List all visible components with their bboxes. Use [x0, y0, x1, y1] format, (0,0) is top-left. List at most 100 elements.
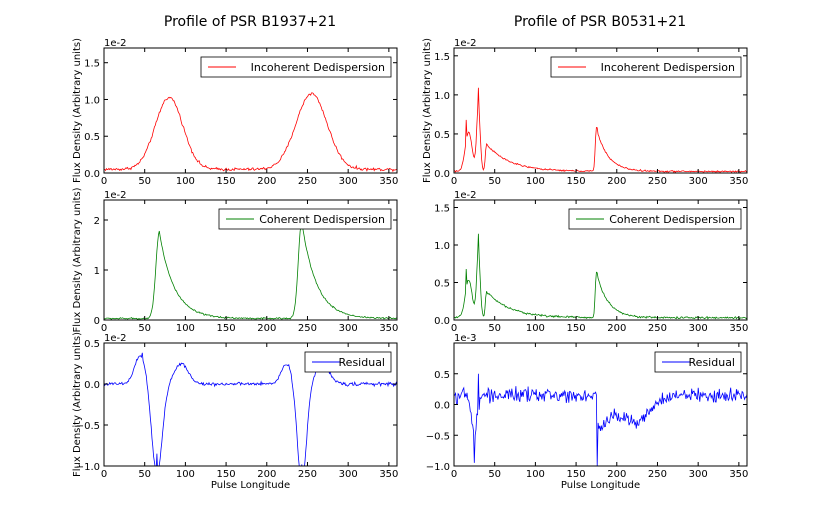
xtick-label-p6-2: 100 [526, 469, 545, 480]
xtick-label-p1-3: 150 [217, 176, 236, 187]
legend-p2: Incoherent Dedispersion [550, 56, 742, 78]
xtick-label-p2-0: 0 [451, 176, 457, 187]
ytick-label-p5-3: 0.5 [84, 339, 100, 350]
xtick-label-p5-1: 50 [138, 469, 151, 480]
legend-p3: Coherent Dedispersion [218, 208, 392, 230]
title-left: Profile of PSR B1937+21 [164, 14, 336, 30]
xtick-label-p4-2: 100 [526, 323, 545, 334]
xtick-label-p4-5: 250 [648, 323, 667, 334]
legend-label-p4: Coherent Dedispersion [609, 213, 735, 226]
axes-frame-p1 [103, 47, 398, 174]
series-line-p4 [454, 233, 747, 320]
ytick-label-p2-3: 1.5 [434, 52, 450, 63]
ytick-label-p5-1: −0.5 [76, 421, 100, 432]
xtick-label-p5-2: 100 [176, 469, 195, 480]
xtick-label-p4-3: 150 [567, 323, 586, 334]
xtick-label-p4-1: 50 [488, 323, 501, 334]
xtick-label-p2-4: 200 [607, 176, 626, 187]
panel-p6: 0 50 100 150 200 250 300 350 −1.0 −0.5 0.0 0.5 1e-3 P… [426, 333, 749, 491]
panel-p2: 0 50 100 150 200 250 300 350 0.0 0.5 1.0 1.5 1e-2 Flu… [422, 38, 748, 187]
xtick-label-p4-6: 300 [689, 323, 708, 334]
xtick-label-p1-6: 300 [339, 176, 358, 187]
series-line-p2 [454, 87, 747, 173]
xtick-label-p5-7: 350 [379, 469, 398, 480]
ylabel-p5: Flux Density (Arbitrary units) [72, 332, 83, 477]
xtick-label-p6-3: 150 [567, 469, 586, 480]
xtick-label-p1-4: 200 [257, 176, 276, 187]
series-line-p3 [104, 220, 397, 320]
ytick-label-p2-1: 0.5 [434, 130, 450, 141]
series-line-p6 [454, 373, 747, 466]
ytick-label-p4-2: 1.0 [434, 241, 450, 252]
legend-p4: Coherent Dedispersion [568, 208, 742, 230]
series-line-p1 [104, 92, 397, 173]
xtick-label-p6-1: 50 [488, 469, 501, 480]
xtick-label-p4-4: 200 [607, 323, 626, 334]
xtick-label-p4-7: 350 [729, 323, 748, 334]
axes-frame-p2 [453, 47, 748, 174]
xtick-label-p3-7: 350 [379, 323, 398, 334]
axis-offset-p5: 1e-2 [104, 333, 127, 344]
ytick-label-p6-3: 0.5 [434, 370, 450, 381]
title-right: Profile of PSR B0531+21 [514, 14, 686, 30]
legend-box-p4 [568, 208, 742, 230]
ytick-label-p4-3: 1.5 [434, 204, 450, 215]
ytick-label-p5-0: −1.0 [76, 462, 100, 473]
ytick-label-p6-1: −0.5 [426, 431, 450, 442]
ytick-label-p3-1: 1 [94, 266, 100, 277]
legend-box-p1 [200, 56, 392, 78]
legend-box-p6 [654, 351, 742, 373]
xtick-label-p6-0: 0 [451, 469, 457, 480]
panel-p3: 0 50 100 150 200 250 300 350 0 1 2 1e-2 Flux Density… [72, 187, 398, 334]
legend-p1: Incoherent Dedispersion [200, 56, 392, 78]
legend-label-p5: Residual [339, 356, 385, 369]
axis-offset-p6: 1e-3 [454, 333, 477, 344]
legend-p5: Residual [304, 351, 392, 373]
xtick-label-p2-1: 50 [488, 176, 501, 187]
ytick-label-p6-0: −1.0 [426, 462, 450, 473]
axis-offset-p2: 1e-2 [454, 38, 477, 49]
xlabel-p5: Pulse Longitude [211, 480, 290, 491]
xtick-label-p1-5: 250 [298, 176, 317, 187]
ytick-label-p6-2: 0.0 [434, 401, 450, 412]
axes-frame-p5 [103, 342, 398, 467]
ytick-label-p4-0: 0.0 [434, 316, 450, 327]
xtick-label-p2-6: 300 [689, 176, 708, 187]
ytick-label-p3-0: 0 [94, 316, 100, 327]
xtick-label-p5-5: 250 [298, 469, 317, 480]
axes-frame-p4 [453, 199, 748, 321]
panel-p5: 0 50 100 150 200 250 300 350 −1.0 −0.5 0.0 0.5 1e-2 F… [72, 332, 398, 491]
xlabel-p6: Pulse Longitude [561, 480, 640, 491]
axes-frame-p3 [103, 199, 398, 321]
xtick-label-p2-2: 100 [526, 176, 545, 187]
ytick-label-p1-2: 1.0 [84, 95, 100, 106]
xtick-label-p6-4: 200 [607, 469, 626, 480]
legend-label-p2: Incoherent Dedispersion [601, 61, 735, 74]
xtick-label-p3-0: 0 [101, 323, 107, 334]
ytick-label-p1-3: 1.5 [84, 59, 100, 70]
legend-label-p6: Residual [689, 356, 735, 369]
xtick-label-p6-7: 350 [729, 469, 748, 480]
xtick-label-p6-6: 300 [689, 469, 708, 480]
xtick-label-p6-5: 250 [648, 469, 667, 480]
legend-label-p3: Coherent Dedispersion [259, 213, 385, 226]
ylabel-p2: Flux Density (Arbitrary units) [422, 38, 433, 183]
series-line-p5 [104, 352, 397, 466]
xtick-label-p5-6: 300 [339, 469, 358, 480]
legend-p6: Residual [654, 351, 742, 373]
ylabel-p1: Flux Density (Arbitrary units) [72, 38, 83, 183]
xtick-label-p5-3: 150 [217, 469, 236, 480]
legend-box-p3 [218, 208, 392, 230]
xtick-label-p5-0: 0 [101, 469, 107, 480]
panels: 0 50 100 150 200 250 300 3500.00.51.01.51e-2Flu… [72, 38, 748, 491]
axis-offset-p1: 1e-2 [104, 38, 127, 49]
xtick-label-p4-0: 0 [451, 323, 457, 334]
ytick-label-p1-1: 0.5 [84, 132, 100, 143]
axis-offset-p3: 1e-2 [104, 190, 127, 201]
ylabel-p3: Flux Density (Arbitrary units) [72, 187, 83, 332]
xtick-label-p2-5: 250 [648, 176, 667, 187]
legend-label-p1: Incoherent Dedispersion [251, 61, 385, 74]
xtick-label-p2-3: 150 [567, 176, 586, 187]
xtick-label-p1-7: 350 [379, 176, 398, 187]
